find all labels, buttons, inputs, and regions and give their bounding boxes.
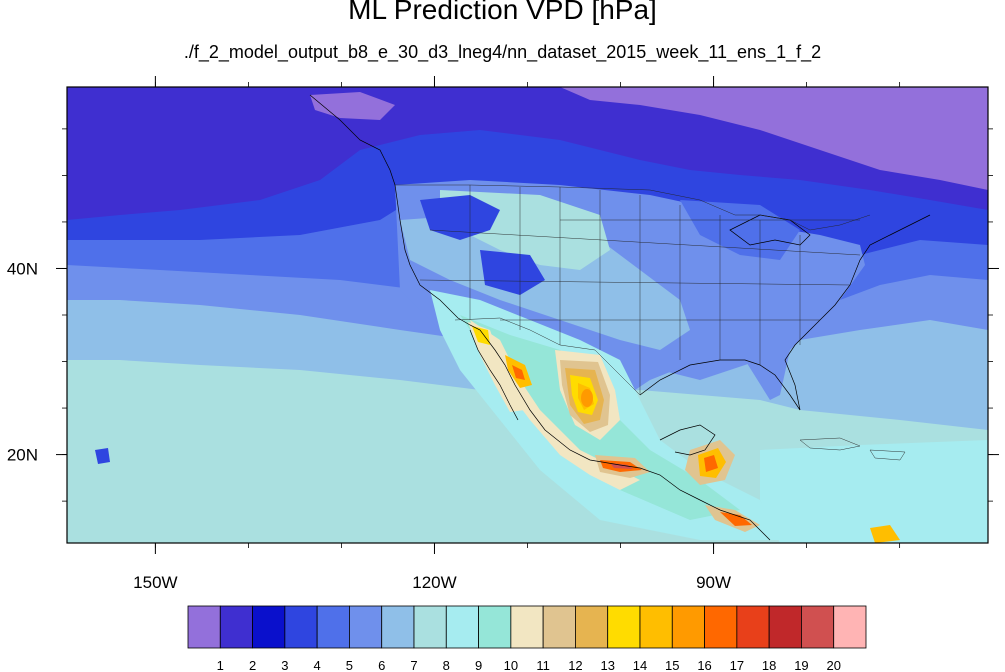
x-tick-label: 120W (412, 573, 456, 592)
x-tick-label: 90W (696, 573, 731, 592)
chart-title: ML Prediction VPD [hPa] (348, 0, 657, 25)
colorbar-label: 4 (314, 658, 321, 672)
colorbar-label: 13 (600, 658, 614, 672)
y-tick-label: 40N (7, 259, 38, 278)
colorbar-label: 15 (665, 658, 679, 672)
coastline-baja (469, 329, 519, 421)
coastline-west (309, 94, 771, 541)
colorbar-label: 5 (346, 658, 353, 672)
level-band-17-sonora (512, 365, 525, 380)
colorbar-label: 8 (443, 658, 450, 672)
us-canada-border (395, 184, 871, 231)
level-band-11-baja (468, 322, 525, 412)
state-borders (419, 185, 861, 395)
colorbar-swatch (478, 605, 512, 649)
colorbar-label: 7 (410, 658, 417, 672)
colorbar-swatch (639, 605, 673, 649)
colorbar-swatch (510, 605, 544, 649)
colorbar-label: 10 (504, 658, 518, 672)
level-band-2-hawaii (95, 448, 110, 464)
level-band-17-ca (704, 455, 718, 472)
colorbar-swatch (252, 605, 286, 649)
colorbar-label: 16 (697, 658, 711, 672)
colorbar-label: 14 (633, 658, 647, 672)
colorbar-swatch (704, 605, 738, 649)
colorbar-swatch (381, 605, 415, 649)
colorbar-label: 11 (536, 658, 550, 672)
level-band-9-carib (760, 440, 988, 543)
colorbar-swatch (316, 605, 350, 649)
colorbar-swatch (413, 605, 447, 649)
colorbar-label: 12 (568, 658, 582, 672)
level-band-16 (581, 389, 593, 407)
level-band-14-baja (472, 326, 490, 345)
colorbar-swatch (801, 605, 835, 649)
colorbar-swatch (768, 605, 802, 649)
colorbar-swatch (671, 605, 705, 649)
colorbar: 1 2 3 4 5 6 7 8 9 10 11 12 13 14 15 16 17 18 19 20 (187, 605, 867, 672)
vpd-heatmap (67, 87, 988, 543)
colorbar-label: 9 (475, 658, 482, 672)
colorbar-label: 17 (730, 658, 744, 672)
level-band-1 (560, 87, 988, 190)
colorbar-swatch (736, 605, 770, 649)
colorbar-label: 1 (217, 658, 224, 672)
level-band-land-4 (680, 200, 800, 260)
level-band-land-3b (480, 250, 545, 295)
colorbar-swatch (219, 605, 253, 649)
level-band-land-6 (400, 215, 690, 350)
colorbar-swatch (349, 605, 383, 649)
colorbar-swatch (607, 605, 641, 649)
chart-subtitle: ./f_2_model_output_b8_e_30_d3_lneg4/nn_d… (183, 42, 822, 62)
colorbar-label: 19 (794, 658, 808, 672)
coastline-gulf (639, 214, 931, 411)
colorbar-swatch (575, 605, 609, 649)
colorbar-label: 20 (826, 658, 840, 672)
colorbar-swatch (284, 605, 318, 649)
level-band-17-isthmus (720, 512, 752, 526)
colorbar-swatch (833, 605, 867, 649)
colorbar-label: 18 (762, 658, 776, 672)
colorbar-label: 2 (249, 658, 256, 672)
colorbar-swatch (542, 605, 576, 649)
colorbar-swatch (445, 605, 479, 649)
colorbar-label: 6 (378, 658, 385, 672)
colorbar-swatch (187, 605, 221, 649)
x-tick-label: 150W (133, 573, 177, 592)
colorbar-label: 3 (281, 658, 288, 672)
coastline-yucatan (659, 424, 716, 456)
y-tick-label: 20N (7, 446, 38, 465)
level-band-14-carib (870, 525, 900, 543)
level-band-land-3 (420, 195, 500, 240)
islands (799, 437, 906, 461)
axis-layer: 150W 120W 90W 40N 20N (7, 76, 999, 592)
